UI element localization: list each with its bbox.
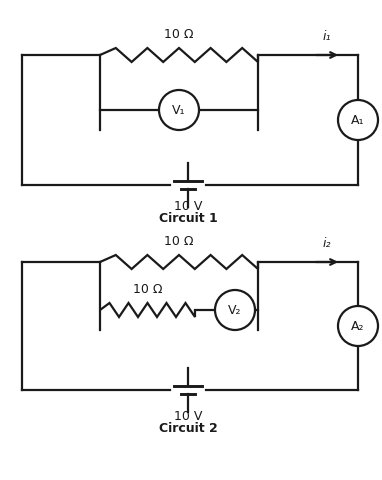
- Circle shape: [338, 306, 378, 346]
- Text: i₁: i₁: [323, 30, 331, 43]
- Text: 10 Ω: 10 Ω: [133, 283, 162, 296]
- Text: A₁: A₁: [351, 113, 365, 127]
- Circle shape: [338, 100, 378, 140]
- Text: 10 V: 10 V: [174, 410, 202, 423]
- Text: Circuit 2: Circuit 2: [159, 422, 217, 435]
- Text: A₂: A₂: [351, 320, 365, 333]
- Text: Circuit 1: Circuit 1: [159, 212, 217, 225]
- Text: V₂: V₂: [228, 303, 242, 316]
- Text: 10 V: 10 V: [174, 200, 202, 213]
- Circle shape: [215, 290, 255, 330]
- Text: V₁: V₁: [172, 104, 186, 117]
- Text: 10 Ω: 10 Ω: [164, 235, 194, 248]
- Text: i₂: i₂: [323, 237, 331, 250]
- Circle shape: [159, 90, 199, 130]
- Text: 10 Ω: 10 Ω: [164, 28, 194, 41]
